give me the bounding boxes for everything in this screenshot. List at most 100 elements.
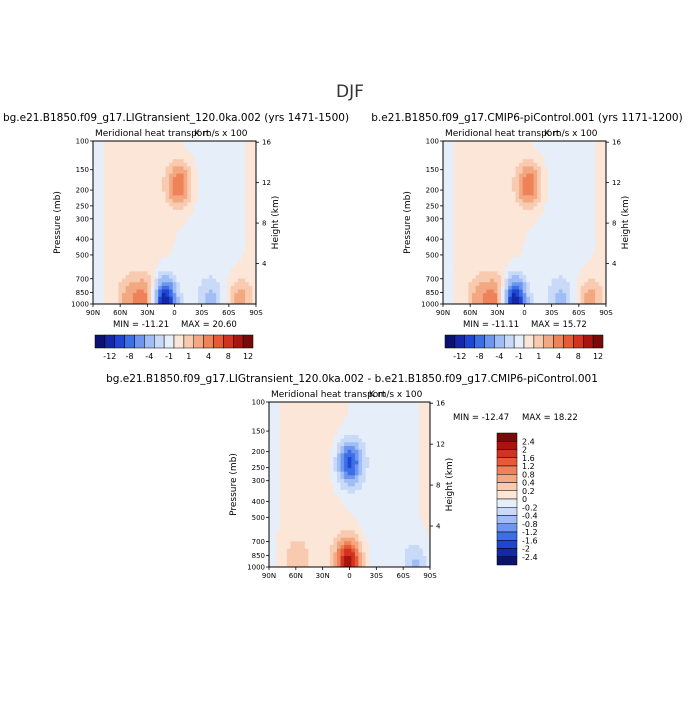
contour-cell xyxy=(147,159,151,163)
contour-cell xyxy=(136,188,140,192)
contour-cell xyxy=(497,174,501,178)
contour-cell xyxy=(573,275,577,279)
contour-cell xyxy=(494,224,498,228)
contour-cell xyxy=(294,464,298,468)
contour-cell xyxy=(486,232,490,236)
contour-cell xyxy=(136,253,140,257)
y-right-tick-label: 4 xyxy=(262,260,267,268)
contour-cell xyxy=(534,181,538,185)
contour-cell xyxy=(209,282,213,286)
contour-cell xyxy=(155,286,159,290)
contour-cell xyxy=(373,450,377,454)
contour-cell xyxy=(122,170,126,174)
contour-cell xyxy=(548,235,552,239)
contour-cell xyxy=(380,450,384,454)
contour-cell xyxy=(599,286,603,290)
contour-cell xyxy=(273,442,277,446)
contour-cell xyxy=(231,155,235,159)
contour-cell xyxy=(468,145,472,149)
contour-cell xyxy=(158,275,162,279)
contour-cell xyxy=(419,439,423,443)
contour-cell xyxy=(412,439,416,443)
contour-cell xyxy=(242,268,246,272)
contour-cell xyxy=(519,195,523,199)
contour-cell xyxy=(541,155,545,159)
contour-cell xyxy=(194,141,198,145)
contour-cell xyxy=(468,221,472,225)
contour-cell xyxy=(97,261,101,265)
contour-cell xyxy=(184,145,188,149)
contour-cell xyxy=(147,148,151,152)
contour-cell xyxy=(216,163,220,167)
contour-cell xyxy=(401,424,405,428)
contour-cell xyxy=(398,439,402,443)
contour-cell xyxy=(447,293,451,297)
contour-cell xyxy=(592,155,596,159)
contour-cell xyxy=(231,268,235,272)
contour-cell xyxy=(398,464,402,468)
contour-cell xyxy=(351,468,355,472)
contour-cell xyxy=(165,188,169,192)
contour-cell xyxy=(501,213,505,217)
contour-cell xyxy=(133,239,137,243)
contour-cell xyxy=(450,141,454,145)
contour-cell xyxy=(592,210,596,214)
contour-cell xyxy=(416,461,420,465)
contour-cell xyxy=(191,264,195,268)
contour-cell xyxy=(588,192,592,196)
contour-cell xyxy=(599,152,603,156)
contour-cell xyxy=(305,435,309,439)
contour-cell xyxy=(501,177,505,181)
contour-cell xyxy=(563,152,567,156)
contour-cell xyxy=(454,217,458,221)
contour-cell xyxy=(555,253,559,257)
contour-cell xyxy=(191,275,195,279)
contour-cell xyxy=(129,242,133,246)
contour-cell xyxy=(376,442,380,446)
contour-cell xyxy=(184,195,188,199)
contour-cell xyxy=(523,275,527,279)
contour-cell xyxy=(238,257,242,261)
contour-cell xyxy=(563,174,567,178)
contour-cell xyxy=(191,141,195,145)
contour-cell xyxy=(344,431,348,435)
contour-cell xyxy=(216,232,220,236)
contour-cell xyxy=(176,271,180,275)
contour-cell xyxy=(107,275,111,279)
contour-cell xyxy=(534,264,538,268)
contour-cell xyxy=(423,431,427,435)
contour-cell xyxy=(483,235,487,239)
contour-cell xyxy=(472,268,476,272)
contour-cell xyxy=(490,188,494,192)
contour-cell xyxy=(133,177,137,181)
contour-cell xyxy=(563,217,567,221)
contour-cell xyxy=(165,253,169,257)
contour-cell xyxy=(104,155,108,159)
contour-cell xyxy=(447,177,451,181)
contour-cell xyxy=(486,181,490,185)
contour-cell xyxy=(176,210,180,214)
contour-cell xyxy=(344,457,348,461)
contour-cell xyxy=(129,257,133,261)
contour-cell xyxy=(136,297,140,301)
contour-cell xyxy=(398,424,402,428)
contour-cell xyxy=(227,217,231,221)
contour-cell xyxy=(534,282,538,286)
contour-cell xyxy=(234,264,238,268)
contour-cell xyxy=(333,461,337,465)
contour-cell xyxy=(595,264,599,268)
contour-cell xyxy=(476,177,480,181)
contour-cell xyxy=(541,159,545,163)
contour-cell xyxy=(337,431,341,435)
contour-cell xyxy=(330,457,334,461)
contour-cell xyxy=(202,286,206,290)
contour-cell xyxy=(276,402,280,406)
contour-cell xyxy=(479,293,483,297)
contour-cell xyxy=(577,213,581,217)
contour-cell xyxy=(180,239,184,243)
contour-cell xyxy=(107,293,111,297)
contour-cell xyxy=(184,210,188,214)
contour-cell xyxy=(577,279,581,283)
contour-cell xyxy=(165,286,169,290)
contour-cell xyxy=(555,159,559,163)
